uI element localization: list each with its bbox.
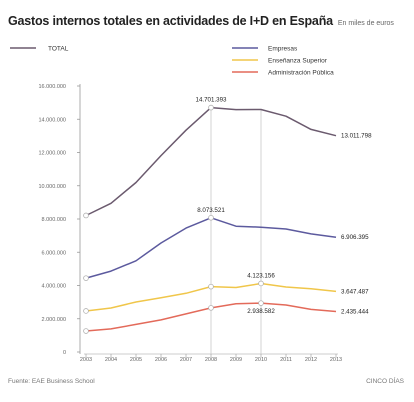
x-tick-label: 2010 — [255, 357, 267, 363]
legend-label-empresas: Empresas — [268, 46, 298, 53]
legend-label-ensenanza: Enseñanza Superior — [268, 58, 328, 65]
legend-label-administracion: Administración Pública — [268, 70, 334, 77]
y-tick-label: 6.000.000 — [42, 250, 66, 256]
point-marker-ensenanza — [258, 280, 264, 287]
y-tick-label: 8.000.000 — [42, 217, 66, 223]
data-label-ensenanza: 3.647.487 — [341, 288, 369, 295]
x-tick-label: 2013 — [330, 357, 342, 363]
data-label-total: 14.701.393 — [196, 97, 228, 104]
y-tick-label: 10.000.000 — [38, 184, 66, 190]
data-label-administracion: 2.435.444 — [341, 309, 369, 316]
y-tick-label: 0 — [63, 350, 66, 356]
point-marker-total — [83, 212, 89, 219]
data-label-empresas: 8.073.521 — [197, 207, 225, 214]
x-tick-label: 2007 — [180, 357, 192, 363]
point-marker-ensenanza — [83, 308, 89, 314]
point-marker-ensenanza — [208, 283, 214, 290]
x-tick-label: 2005 — [130, 357, 142, 363]
source-note: Fuente: EAE Business School — [8, 378, 95, 385]
x-tick-label: 2011 — [280, 357, 292, 363]
data-label-administracion: 2.938.582 — [247, 308, 275, 315]
chart-title-block: Gastos internos totales en actividades d… — [8, 12, 394, 30]
chart-title: Gastos internos totales en actividades d… — [8, 14, 333, 28]
y-tick-label: 4.000.000 — [42, 284, 66, 290]
data-label-total: 13.011.798 — [341, 133, 372, 140]
x-tick-label: 2008 — [205, 357, 217, 363]
x-tick-label: 2012 — [305, 357, 317, 363]
point-marker-empresas — [83, 275, 89, 281]
point-marker-empresas — [208, 214, 214, 221]
y-tick-label: 16.000.000 — [38, 84, 66, 90]
chart-subtitle: En miles de euros — [337, 20, 394, 27]
point-marker-administracion — [208, 305, 214, 311]
y-axis: 0 2.000.000 4.000.000 6.000.000 8.000.000 10.… — [38, 84, 81, 356]
x-tick-label: 2003 — [80, 357, 92, 363]
y-tick-label: 14.000.000 — [38, 117, 66, 123]
x-tick-label: 2004 — [105, 357, 117, 363]
data-label-empresas: 6.906.395 — [341, 234, 369, 241]
y-tick-label: 2.000.000 — [42, 317, 66, 323]
legend-label-total: TOTAL — [48, 46, 69, 53]
x-tick-label: 2006 — [155, 357, 167, 363]
point-marker-administracion — [83, 328, 89, 334]
y-tick-label: 12.000.000 — [38, 151, 66, 157]
chart-legend: TOTAL Empresas Enseñanza Superior Administr… — [10, 46, 334, 77]
year-guide-lines — [210, 107, 262, 354]
point-marker-administracion — [258, 300, 264, 306]
data-labels: 14.701.393 8.073.521 4.123.156 2.938.582 13.… — [196, 97, 373, 316]
brand-logo-text: CINCO DÍAS — [366, 378, 404, 385]
series-markers — [83, 104, 264, 334]
x-tick-label: 2009 — [230, 357, 242, 363]
point-marker-total — [208, 104, 214, 111]
x-axis: 2003 2004 2005 2006 2007 2008 2009 2010 2011 2012… — [80, 353, 342, 363]
data-label-ensenanza: 4.123.156 — [247, 272, 275, 279]
